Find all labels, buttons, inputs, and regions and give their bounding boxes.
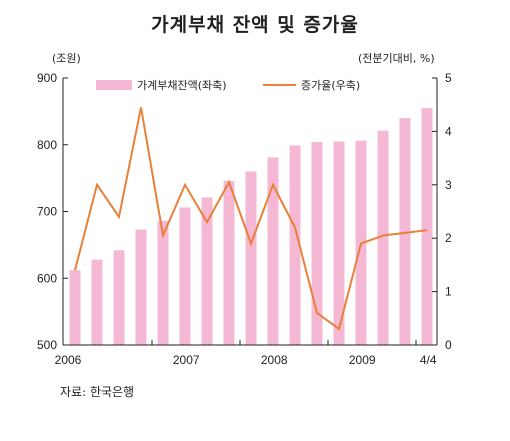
bar: [245, 171, 257, 345]
bar: [91, 259, 103, 345]
bar: [267, 157, 279, 345]
x-tick-label: 4/4: [420, 353, 437, 367]
bar: [399, 118, 411, 345]
chart-title: 가계부채 잔액 및 증가율: [151, 14, 359, 36]
bar: [201, 197, 213, 345]
x-tick-label: 2007: [173, 353, 200, 367]
x-tick-label: 2008: [261, 353, 288, 367]
right-axis-unit: (전분기대비, %): [358, 52, 435, 65]
x-tick-label: 2006: [55, 353, 82, 367]
bar: [311, 142, 323, 345]
bar: [377, 130, 389, 345]
right-tick-label: 5: [445, 71, 452, 85]
right-tick-label: 0: [445, 338, 452, 352]
left-axis-unit: (조원): [52, 52, 81, 65]
bar: [223, 180, 235, 345]
legend-bar-swatch: [96, 80, 132, 90]
growth-rate-line: [74, 107, 428, 331]
bar: [289, 145, 301, 345]
bar: [69, 270, 81, 345]
left-tick-label: 800: [37, 138, 57, 152]
source-note: 자료: 한국은행: [60, 385, 135, 399]
bar: [421, 108, 433, 345]
right-tick-label: 2: [445, 231, 452, 245]
left-tick-label: 500: [37, 338, 57, 352]
left-tick-label: 700: [37, 205, 57, 219]
bar: [113, 250, 125, 345]
bar: [179, 207, 191, 345]
right-tick-label: 4: [445, 124, 452, 138]
legend-bar-label: 가계부채잔액(좌축): [137, 79, 227, 92]
left-tick-label: 900: [37, 71, 57, 85]
bar: [333, 141, 345, 345]
x-tick-label: 2009: [349, 353, 376, 367]
bar: [135, 229, 147, 345]
left-tick-label: 600: [37, 271, 57, 285]
right-tick-label: 3: [445, 178, 452, 192]
right-tick-label: 1: [445, 285, 452, 299]
bar: [157, 220, 169, 345]
legend-line-label: 증가율(우축): [301, 79, 360, 92]
